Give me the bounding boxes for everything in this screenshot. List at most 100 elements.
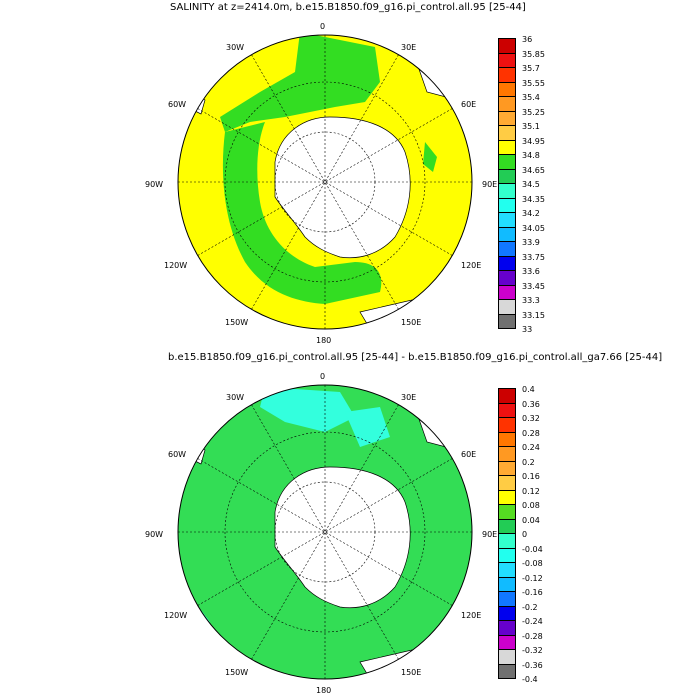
- panel1-lon-30w: 30W: [226, 43, 245, 52]
- colorbar-swatch: [498, 110, 516, 126]
- colorbar-label: -0.16: [522, 588, 543, 597]
- panel2-polar-map: [177, 384, 473, 680]
- colorbar-swatch: [498, 38, 516, 54]
- panel2-lon-60e: 60E: [461, 450, 477, 459]
- colorbar-label: 33.3: [522, 296, 540, 305]
- colorbar-label: 34.35: [522, 194, 545, 204]
- panel1-lon-60e: 60E: [461, 100, 477, 109]
- panel2-lon-150e: 150E: [401, 668, 422, 677]
- colorbar-label: -0.28: [522, 631, 543, 641]
- colorbar-swatch: [498, 52, 516, 68]
- colorbar-swatch: [498, 313, 516, 329]
- colorbar-swatch: [498, 605, 516, 621]
- colorbar-swatch: [498, 576, 516, 592]
- colorbar-label: 0.32: [522, 414, 540, 423]
- colorbar-swatch: [498, 562, 516, 578]
- panel2-lon-0: 0: [320, 372, 326, 381]
- colorbar-swatch: [498, 634, 516, 650]
- panel1-lon-120e: 120E: [461, 261, 482, 270]
- panel2-colorbar: 0.4 0.36 0.32 0.28 0.24 0.2 0.16 0.12 0.08 0.04 0 -…: [498, 385, 558, 688]
- colorbar-label: 33.9: [522, 238, 540, 247]
- colorbar-swatch: [498, 299, 516, 315]
- colorbar-swatch: [498, 533, 516, 549]
- panel2-lon-180: 180: [316, 686, 332, 695]
- colorbar-label: 0.04: [522, 515, 540, 525]
- colorbar-label: -0.04: [522, 544, 543, 554]
- colorbar-swatch: [498, 125, 516, 141]
- colorbar-swatch: [498, 81, 516, 97]
- colorbar-swatch: [498, 197, 516, 213]
- colorbar-label: -0.08: [522, 559, 543, 568]
- colorbar-swatch: [498, 255, 516, 271]
- colorbar-swatch: [498, 663, 516, 679]
- colorbar-label: 34.05: [522, 223, 545, 233]
- panel1-green-east: [423, 142, 437, 172]
- colorbar-label: 33: [522, 325, 533, 334]
- colorbar-label: 0.24: [522, 443, 540, 452]
- panel1-polar-map: [177, 34, 473, 330]
- colorbar-label: 0.4: [522, 385, 535, 394]
- colorbar-swatch: [498, 402, 516, 418]
- colorbar-swatch: [498, 241, 516, 257]
- colorbar-swatch: [498, 226, 516, 242]
- colorbar-swatch: [498, 67, 516, 83]
- colorbar-swatch: [498, 446, 516, 462]
- panel2-antarctica: [274, 466, 411, 609]
- colorbar-label: 35.4: [522, 93, 540, 102]
- panel1-lon-90e: 90E: [482, 180, 498, 189]
- panel2-lon-90e: 90E: [482, 530, 498, 539]
- panel2-lon-30e: 30E: [401, 393, 417, 402]
- colorbar-swatch: [498, 620, 516, 636]
- colorbar-label: 0.08: [522, 501, 540, 510]
- panel2-cyan-region-2: [345, 407, 390, 447]
- colorbar-label: -0.24: [522, 617, 543, 626]
- colorbar-swatch: [498, 284, 516, 300]
- colorbar-swatch: [498, 431, 516, 447]
- colorbar-label: 0.16: [522, 472, 540, 481]
- panel2-title: b.e15.B1850.f09_g16.pi_control.all.95 [2…: [168, 352, 663, 363]
- colorbar-label: 0: [522, 530, 528, 539]
- colorbar-label: 35.1: [522, 122, 540, 131]
- panel1-lon-60w: 60W: [168, 100, 187, 109]
- colorbar-label: 34.5: [522, 180, 540, 189]
- colorbar-swatch: [498, 489, 516, 505]
- colorbar-label: -0.4: [522, 675, 538, 684]
- colorbar-swatch: [498, 96, 516, 112]
- colorbar-label: 35.85: [522, 49, 545, 59]
- colorbar-label: 35.7: [522, 64, 540, 73]
- colorbar-label: 33.15: [522, 310, 545, 320]
- colorbar-label: 34.95: [522, 136, 545, 146]
- panel1-lon-0: 0: [320, 22, 326, 31]
- panel1-lon-30e: 30E: [401, 43, 417, 52]
- colorbar-swatch: [498, 460, 516, 476]
- colorbar-label: -0.2: [522, 602, 538, 612]
- colorbar-label: 0.28: [522, 428, 540, 438]
- colorbar-swatch: [498, 547, 516, 563]
- colorbar-swatch: [498, 212, 516, 228]
- colorbar-label: 0.12: [522, 486, 540, 496]
- colorbar-swatch: [498, 183, 516, 199]
- colorbar-label: 34.8: [522, 151, 540, 160]
- colorbar-swatch: [498, 518, 516, 534]
- colorbar-label: 0.2: [522, 457, 535, 467]
- colorbar-swatch: [498, 475, 516, 491]
- panel2-lon-60w: 60W: [168, 450, 187, 459]
- colorbar-label: 34.2: [522, 209, 540, 218]
- colorbar-swatch: [498, 649, 516, 665]
- colorbar-label: 36: [522, 35, 533, 44]
- panel1-lon-120w: 120W: [164, 261, 188, 270]
- colorbar-label: 33.45: [522, 281, 545, 291]
- panel1-lon-180: 180: [316, 336, 332, 345]
- colorbar-swatch: [498, 504, 516, 520]
- panel1-green-atlantic: [220, 35, 380, 132]
- panel2-lon-120w: 120W: [164, 611, 188, 620]
- panel1-lon-150w: 150W: [225, 318, 249, 327]
- colorbar-label: -0.12: [522, 573, 543, 583]
- panel1-green-region: [222, 122, 382, 304]
- colorbar-label: 35.25: [522, 107, 545, 117]
- colorbar-swatch: [498, 591, 516, 607]
- panel2-lon-150w: 150W: [225, 668, 249, 677]
- colorbar-swatch: [498, 168, 516, 184]
- colorbar-swatch: [498, 417, 516, 433]
- panel2-lon-30w: 30W: [226, 393, 245, 402]
